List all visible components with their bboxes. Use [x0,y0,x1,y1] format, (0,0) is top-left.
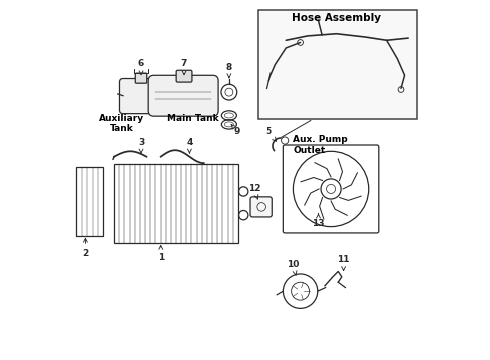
Text: 8: 8 [226,63,232,78]
Text: 11: 11 [338,255,350,270]
Text: 6: 6 [138,59,144,75]
Text: Hose Assembly: Hose Assembly [292,13,381,23]
Bar [258,10,417,119]
Text: 9: 9 [231,125,240,136]
Text: 4: 4 [186,138,193,153]
Text: 12: 12 [248,184,260,199]
FancyBboxPatch shape [148,75,218,116]
FancyBboxPatch shape [176,70,192,82]
Text: 5: 5 [265,127,277,141]
Text: 10: 10 [287,261,299,275]
Text: 1: 1 [158,246,164,262]
Text: 3: 3 [138,138,144,153]
FancyBboxPatch shape [135,73,147,83]
Text: Aux. Pump
Outlet: Aux. Pump Outlet [294,135,348,154]
Text: 7: 7 [181,59,187,75]
Text: 13: 13 [312,213,325,228]
Text: Auxiliary
Tank: Auxiliary Tank [98,114,144,133]
Text: 2: 2 [82,238,89,258]
FancyBboxPatch shape [120,78,163,114]
Bar [76,167,103,235]
Text: Main Tank: Main Tank [167,114,219,123]
Bar [114,164,238,243]
FancyBboxPatch shape [250,197,272,217]
